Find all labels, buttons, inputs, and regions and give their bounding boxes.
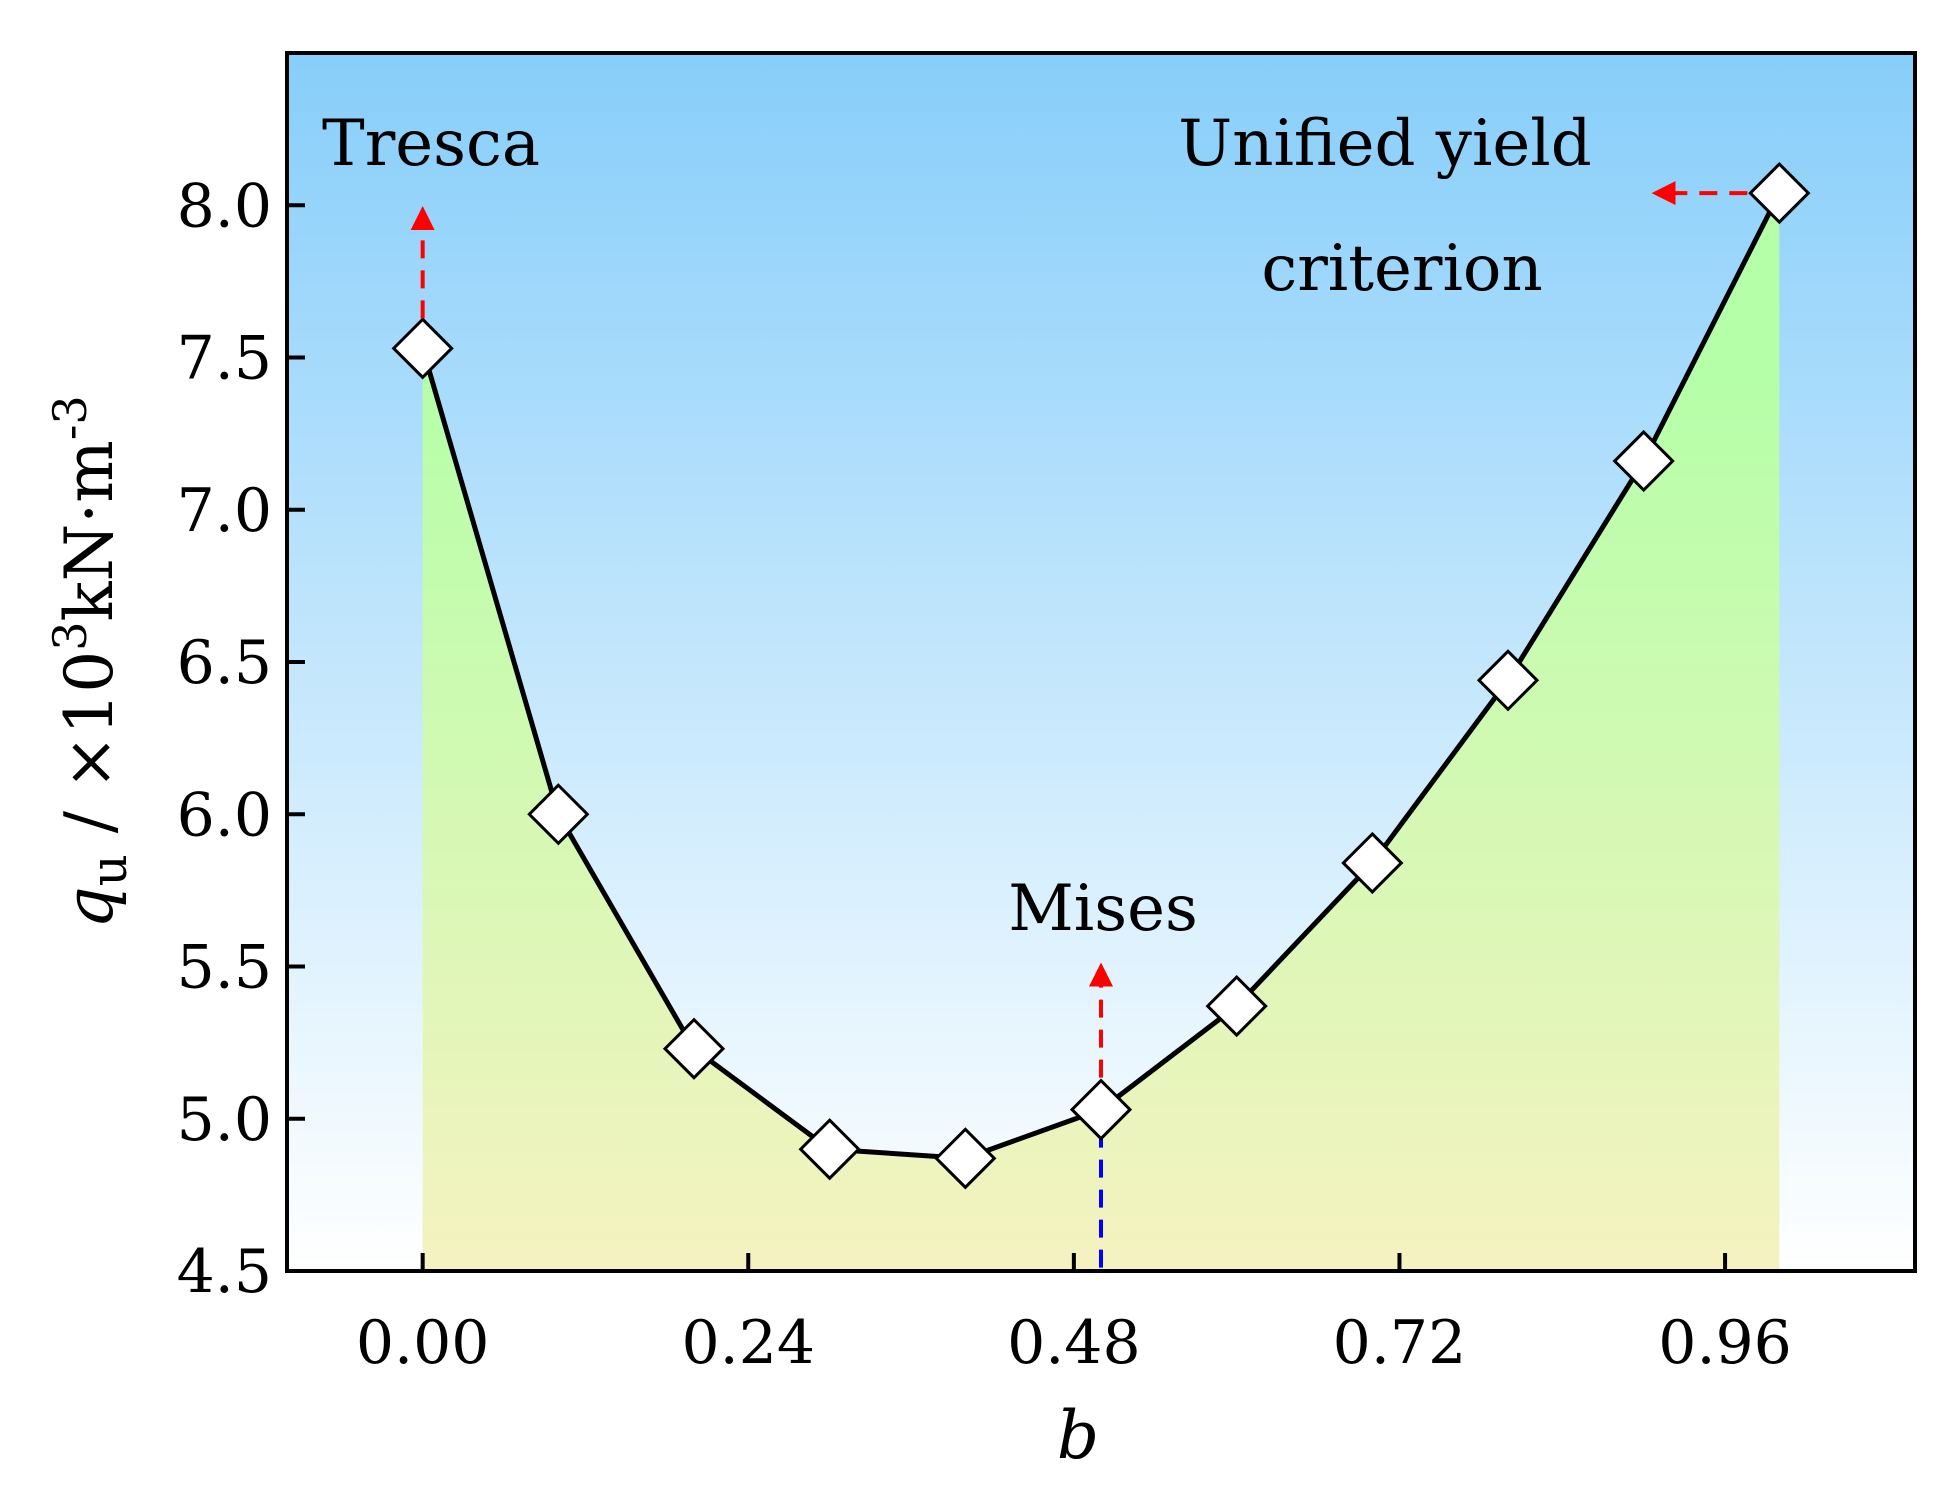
tresca-label: Tresca xyxy=(322,107,540,181)
y-tick-label: 7.0 xyxy=(177,476,272,546)
area-under-curve xyxy=(422,193,1780,1271)
y-axis-unit-prefix: / ×10 xyxy=(51,651,128,854)
y-axis-unit-exp: 3 xyxy=(43,621,97,650)
x-tick-label: 0.24 xyxy=(681,1308,815,1378)
y-tick-label: 7.5 xyxy=(177,324,272,394)
data-markers xyxy=(391,161,1811,1190)
y-tick-label: 5.0 xyxy=(177,1085,272,1155)
y-axis-subscript: u xyxy=(80,854,138,886)
unified-label-line1: Unified yield xyxy=(1178,107,1591,181)
mises-label: Mises xyxy=(1008,872,1198,946)
data-point-marker xyxy=(1748,161,1811,225)
data-point-marker xyxy=(1612,429,1675,493)
y-axis-unit-main: kN·m xyxy=(51,440,128,621)
y-tick-label: 6.5 xyxy=(177,628,272,698)
y-axis-symbol: q xyxy=(51,886,128,928)
data-point-marker xyxy=(1476,649,1540,712)
data-point-marker xyxy=(1341,831,1404,895)
x-tick-label: 0.72 xyxy=(1333,1308,1467,1378)
data-point-marker xyxy=(1069,1078,1133,1141)
x-tick-label: 0.96 xyxy=(1658,1308,1792,1378)
x-axis-label: b xyxy=(1057,1397,1099,1474)
data-point-marker xyxy=(662,1017,726,1080)
data-point-marker xyxy=(391,317,454,380)
x-tick-label: 0.00 xyxy=(356,1308,490,1378)
x-axis-ticks: 0.00 0.24 0.48 0.72 0.96 xyxy=(356,1253,1792,1378)
y-tick-label: 6.0 xyxy=(177,780,272,850)
y-axis-unit-exp2: -3 xyxy=(43,395,97,440)
unified-label-line2: criterion xyxy=(1261,232,1542,306)
y-tick-label: 4.5 xyxy=(177,1237,272,1307)
y-tick-label: 8.0 xyxy=(177,171,272,241)
y-axis-label: qu / ×103kN·m-3 xyxy=(43,395,138,928)
data-point-marker xyxy=(1205,974,1268,1038)
data-point-marker xyxy=(527,783,590,846)
data-point-marker xyxy=(934,1127,997,1190)
y-axis-ticks: 4.5 5.0 5.5 6.0 6.5 7.0 7.5 8.0 xyxy=(177,171,305,1307)
x-tick-label: 0.48 xyxy=(1007,1308,1141,1378)
data-point-marker xyxy=(798,1118,861,1181)
y-tick-label: 5.5 xyxy=(177,933,272,1003)
